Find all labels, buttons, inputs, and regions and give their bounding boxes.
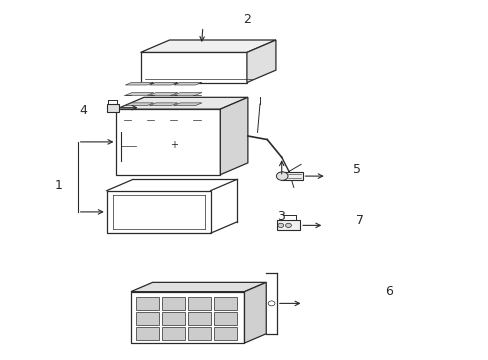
Polygon shape: [116, 109, 220, 175]
Polygon shape: [140, 40, 275, 53]
Text: 2: 2: [243, 13, 250, 26]
Polygon shape: [131, 292, 244, 343]
Polygon shape: [173, 93, 202, 95]
Circle shape: [277, 223, 283, 228]
Polygon shape: [244, 282, 265, 343]
Polygon shape: [187, 327, 210, 339]
Text: 3: 3: [276, 210, 284, 223]
Polygon shape: [246, 40, 275, 82]
Text: 1: 1: [54, 179, 62, 192]
Polygon shape: [162, 327, 184, 339]
Polygon shape: [106, 191, 210, 233]
Polygon shape: [173, 82, 202, 85]
Text: 4: 4: [80, 104, 87, 117]
Polygon shape: [136, 327, 159, 339]
Polygon shape: [116, 97, 247, 109]
Polygon shape: [280, 172, 302, 180]
Polygon shape: [136, 297, 159, 310]
Polygon shape: [106, 104, 119, 112]
Polygon shape: [187, 312, 210, 325]
Text: 5: 5: [352, 163, 361, 176]
Polygon shape: [213, 312, 236, 325]
Polygon shape: [162, 312, 184, 325]
Polygon shape: [136, 312, 159, 325]
Polygon shape: [125, 103, 153, 105]
Polygon shape: [125, 93, 153, 95]
Polygon shape: [140, 53, 246, 82]
Circle shape: [276, 172, 287, 180]
Polygon shape: [131, 282, 265, 292]
Polygon shape: [173, 103, 202, 105]
Text: 6: 6: [384, 285, 392, 298]
Polygon shape: [125, 82, 153, 85]
Polygon shape: [213, 297, 236, 310]
Polygon shape: [149, 82, 178, 85]
Polygon shape: [213, 327, 236, 339]
Polygon shape: [149, 103, 178, 105]
Text: 7: 7: [355, 214, 363, 227]
Circle shape: [267, 301, 274, 306]
Polygon shape: [162, 297, 184, 310]
Text: +: +: [169, 140, 177, 150]
Polygon shape: [187, 297, 210, 310]
Polygon shape: [220, 97, 247, 175]
Polygon shape: [149, 93, 178, 95]
Polygon shape: [276, 220, 300, 230]
Circle shape: [285, 223, 291, 228]
